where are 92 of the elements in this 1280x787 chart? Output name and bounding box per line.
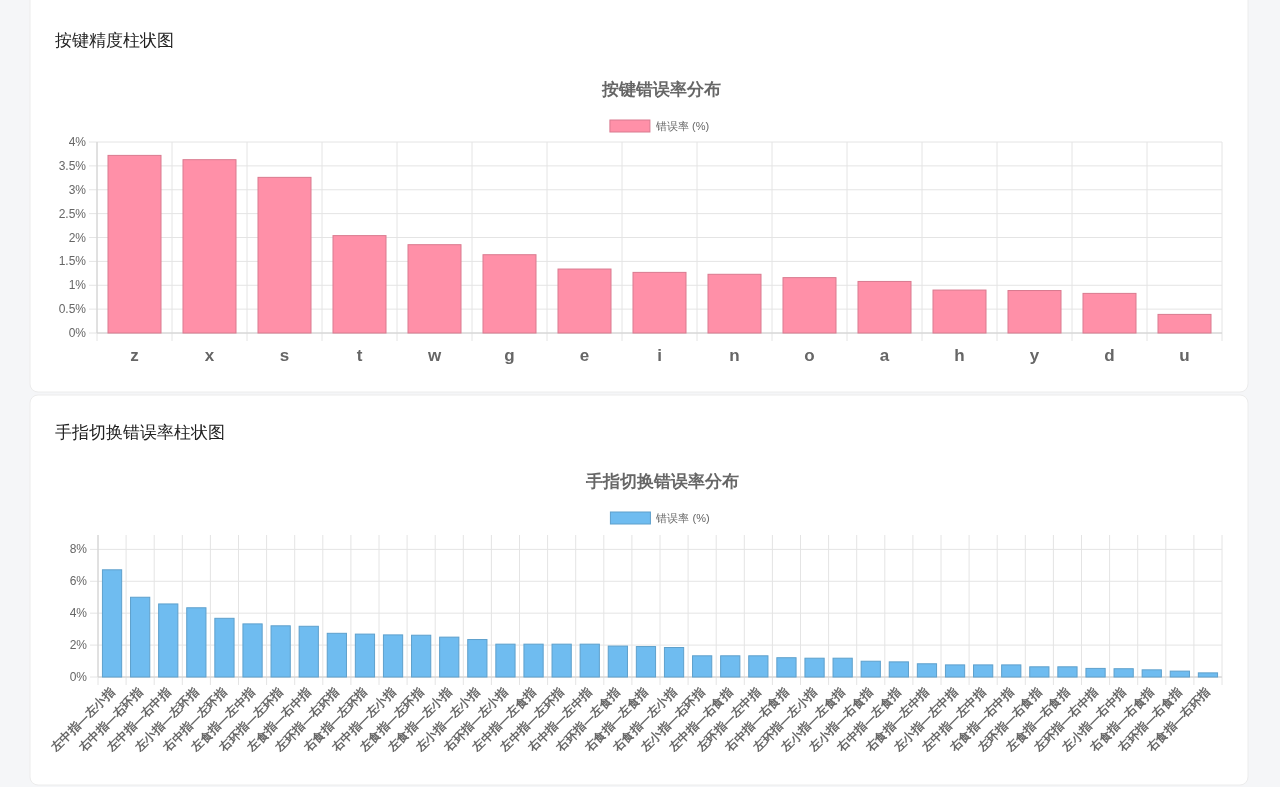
bar <box>888 661 909 678</box>
bar <box>720 655 741 678</box>
bar <box>467 639 488 678</box>
bar <box>776 657 797 678</box>
bar <box>860 660 881 678</box>
bar <box>407 244 462 334</box>
x-tick-label: u <box>1179 346 1190 365</box>
bar <box>482 254 537 334</box>
bar <box>916 663 938 678</box>
y-tick-label: 6% <box>69 574 88 589</box>
x-tick-label: w <box>426 346 442 365</box>
chart-subtitle: 按键错误率分布 <box>601 80 721 99</box>
bar <box>632 271 687 334</box>
bar <box>692 655 713 678</box>
bar <box>101 569 123 678</box>
bar <box>158 603 179 678</box>
x-tick-label: d <box>1104 346 1115 365</box>
chart-title: 手指切换错误率柱状图 <box>55 423 225 442</box>
bar <box>1141 669 1162 678</box>
chart-subtitle: 手指切换错误率分布 <box>584 472 739 491</box>
y-tick-label: 3% <box>68 182 87 197</box>
y-tick-label: 4% <box>69 606 88 621</box>
x-tick-label: y <box>1029 346 1040 365</box>
bar <box>832 657 853 678</box>
bar <box>1157 313 1212 334</box>
bar <box>1007 290 1062 334</box>
x-tick-label: s <box>279 346 290 365</box>
y-tick-label: 2% <box>69 638 88 653</box>
x-tick-label: n <box>729 346 740 365</box>
bar <box>382 634 404 678</box>
bar <box>107 154 162 334</box>
y-tick-label: 1.5% <box>58 254 87 269</box>
bar <box>748 655 769 678</box>
bar <box>411 634 432 678</box>
x-tick-label: t <box>356 346 363 365</box>
y-tick-label: 2% <box>68 230 87 245</box>
bar <box>857 280 912 334</box>
bar <box>1113 668 1134 678</box>
bar <box>557 268 612 334</box>
x-tick-label: z <box>130 346 139 365</box>
y-tick-label: 2.5% <box>58 206 87 221</box>
y-tick-label: 0% <box>69 670 88 684</box>
bar <box>130 596 151 678</box>
bar <box>635 646 657 678</box>
bar <box>1085 667 1106 678</box>
legend-label: 错误率 (%) <box>654 120 710 132</box>
x-tick-label: h <box>954 346 965 365</box>
chart-title: 按键精度柱状图 <box>55 31 174 50</box>
y-tick-label: 0.5% <box>58 302 87 317</box>
x-tick-label: e <box>579 346 590 365</box>
bar <box>551 643 572 678</box>
bar <box>944 664 966 678</box>
x-tick-label: i <box>657 346 662 365</box>
bar <box>1169 670 1190 678</box>
bar <box>326 632 347 678</box>
bar <box>1001 664 1022 678</box>
bar <box>270 625 291 678</box>
bar <box>214 617 235 678</box>
bar <box>332 235 387 334</box>
bar <box>186 607 207 678</box>
bar <box>1197 672 1219 678</box>
bar <box>182 159 237 334</box>
bar <box>354 633 376 678</box>
bar <box>973 664 994 678</box>
bar <box>607 645 628 678</box>
bar <box>242 623 263 678</box>
y-tick-label: 4% <box>68 135 87 149</box>
bar <box>804 657 825 678</box>
bar <box>439 636 460 678</box>
bar <box>1029 666 1050 678</box>
legend-label: 错误率 (%) <box>655 512 710 524</box>
bar <box>523 643 544 678</box>
bar <box>579 643 600 678</box>
y-tick-label: 8% <box>69 542 88 557</box>
y-tick-label: 1% <box>68 278 87 293</box>
legend: 错误率 (%) <box>609 511 710 525</box>
bar <box>707 273 762 334</box>
bar <box>495 643 516 678</box>
bar <box>663 647 685 678</box>
bar <box>782 277 837 334</box>
x-tick-label: x <box>204 346 215 365</box>
bar <box>1082 292 1137 334</box>
x-tick-label: g <box>504 346 515 365</box>
bar <box>932 289 987 334</box>
y-tick-label: 0% <box>68 326 87 340</box>
bar <box>298 625 319 678</box>
x-tick-label: a <box>879 346 890 365</box>
bar <box>1057 666 1078 678</box>
legend: 错误率 (%) <box>609 119 710 133</box>
bar <box>257 176 312 334</box>
x-tick-label: o <box>804 346 815 365</box>
y-tick-label: 3.5% <box>58 158 87 173</box>
